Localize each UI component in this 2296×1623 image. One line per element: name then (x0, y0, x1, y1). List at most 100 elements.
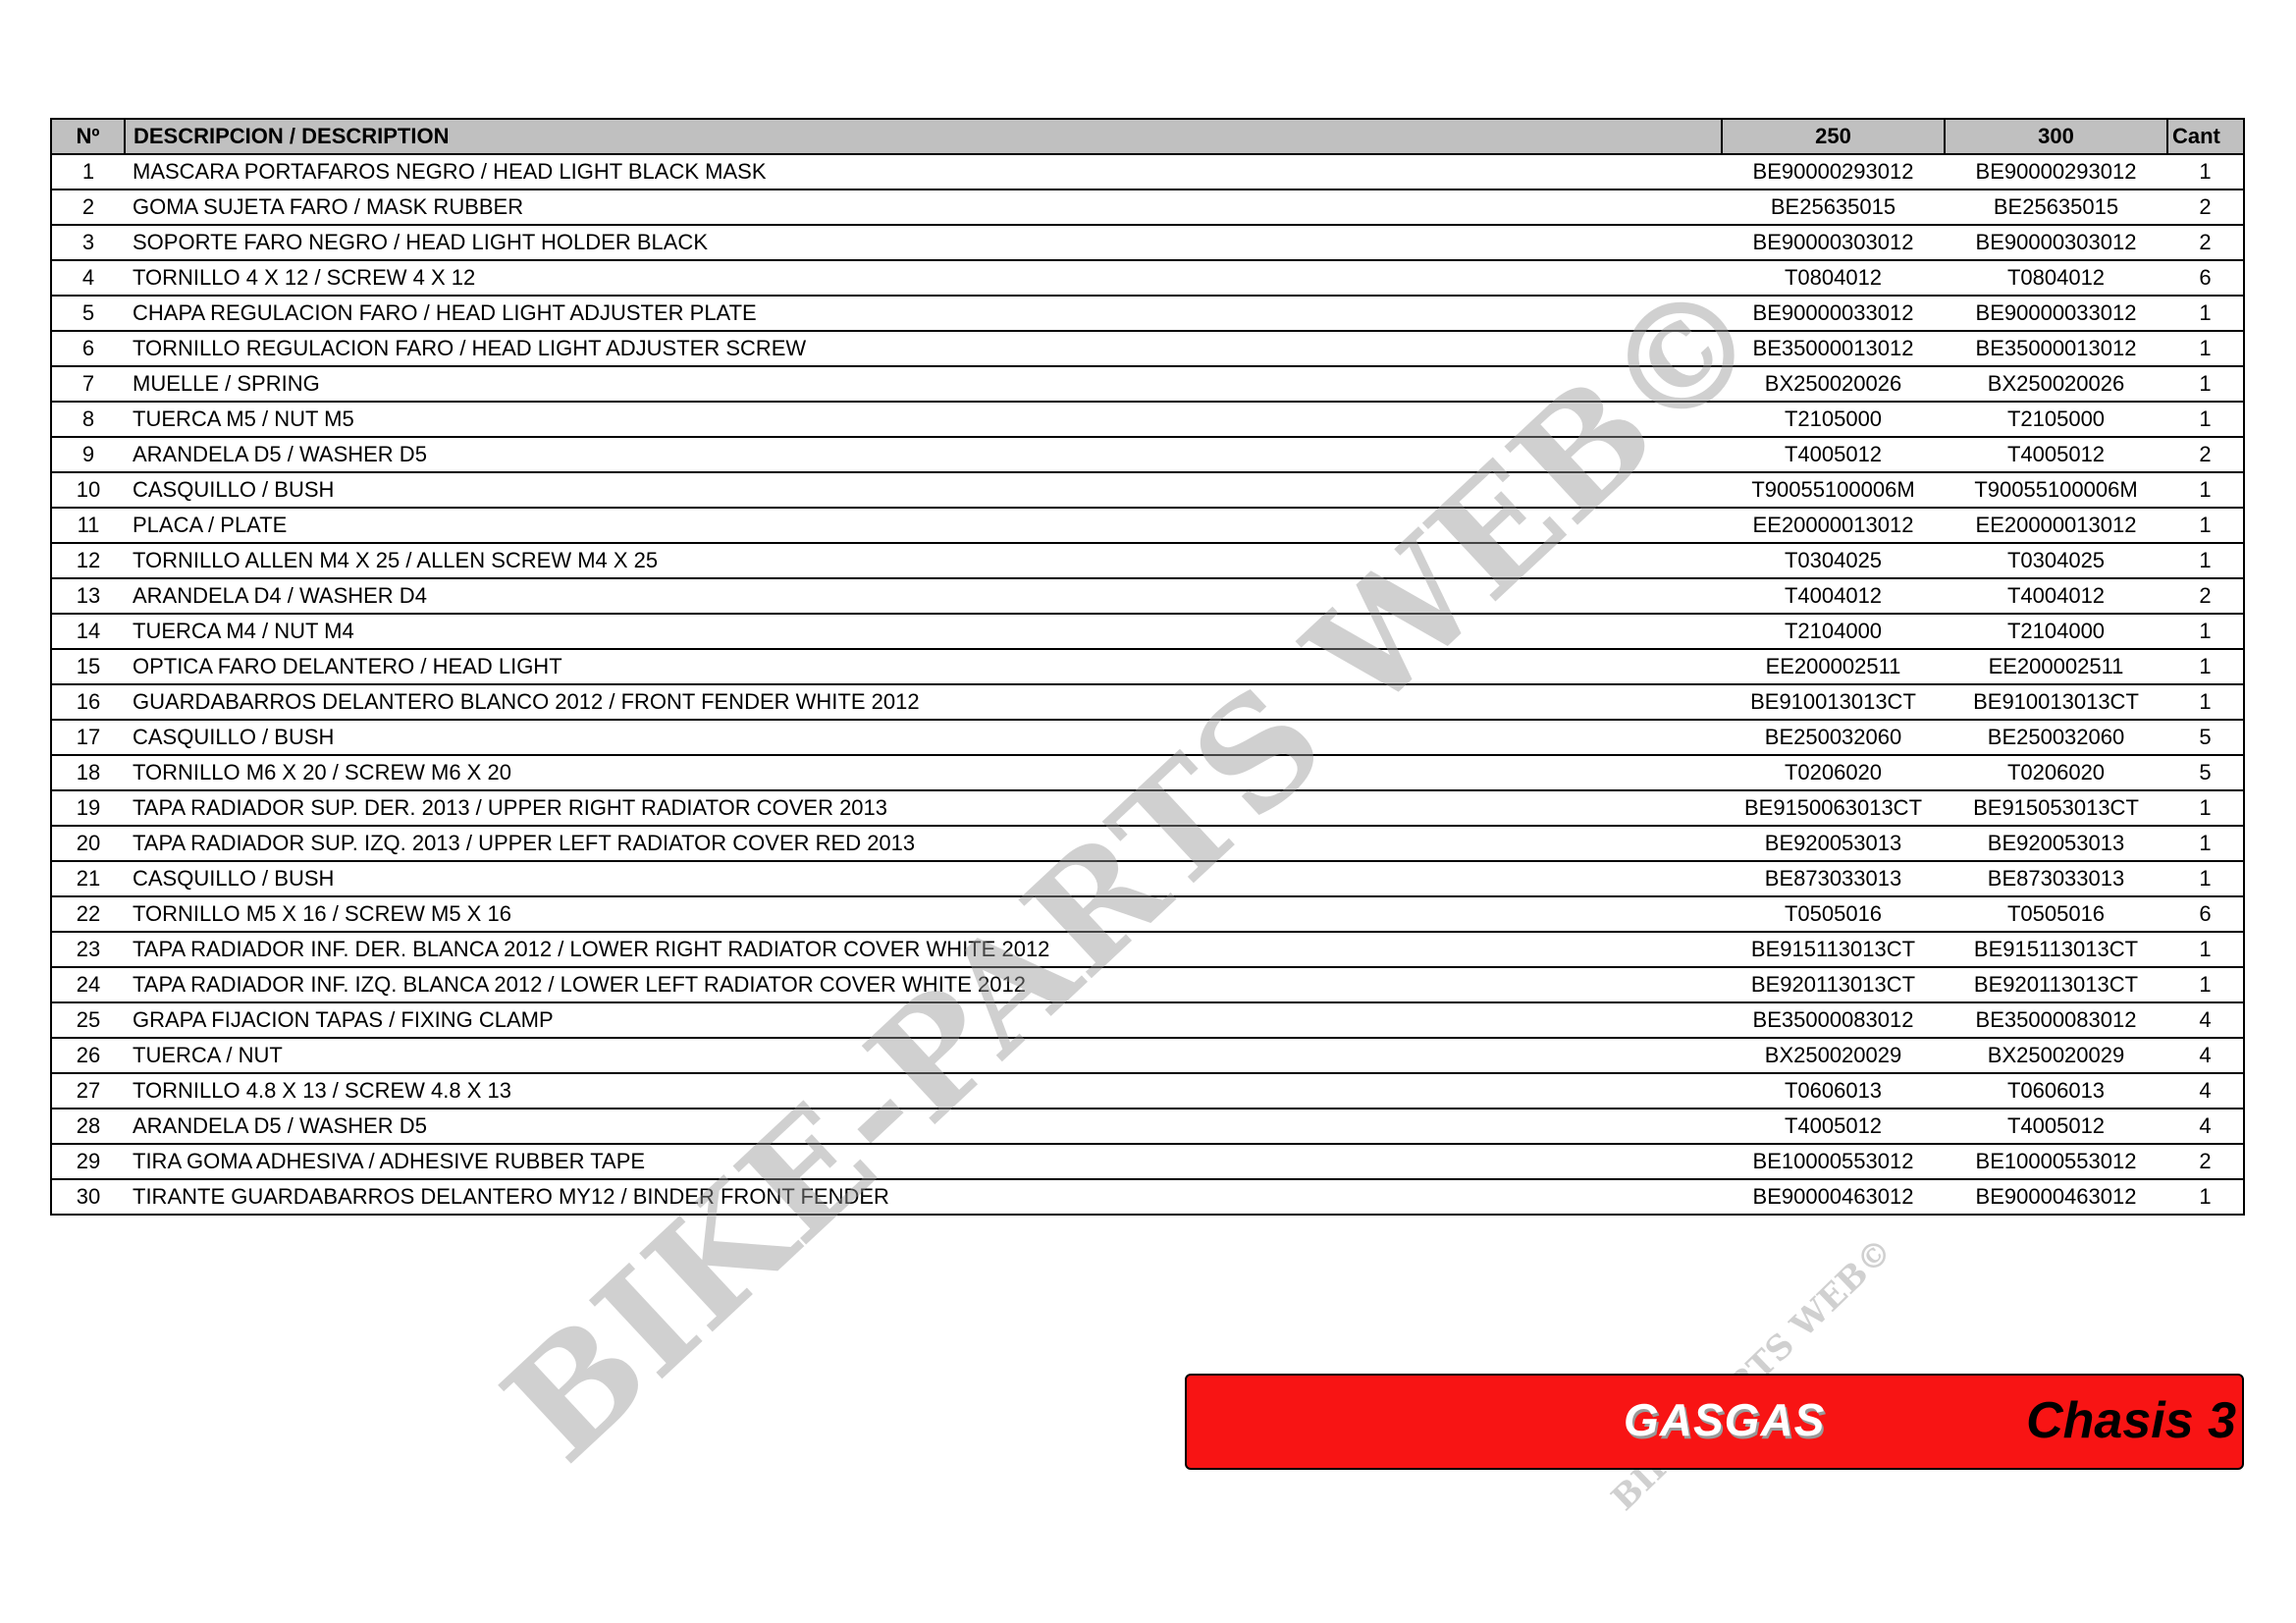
table-row: 21 CASQUILLO / BUSH BE873033013 BE873033013… (50, 861, 2245, 897)
row-code-250: T2105000 (1722, 402, 1945, 438)
row-number: 15 (50, 649, 125, 685)
row-description: TUERCA M5 / NUT M5 (125, 402, 1722, 438)
table-row: 29 TIRA GOMA ADHESIVA / ADHESIVE RUBBER T… (50, 1144, 2245, 1180)
row-number: 27 (50, 1073, 125, 1109)
table-row: 11 PLACA / PLATE EE20000013012 EE2000001301… (50, 508, 2245, 544)
row-code-250: BE873033013 (1722, 861, 1945, 897)
row-quantity: 4 (2167, 1109, 2245, 1145)
row-quantity: 1 (2167, 472, 2245, 509)
row-quantity: 1 (2167, 967, 2245, 1003)
row-description: OPTICA FARO DELANTERO / HEAD LIGHT (125, 649, 1722, 685)
row-description: TAPA RADIADOR INF. IZQ. BLANCA 2012 / LO… (125, 967, 1722, 1003)
row-description: TIRA GOMA ADHESIVA / ADHESIVE RUBBER TAP… (125, 1144, 1722, 1180)
row-number: 5 (50, 296, 125, 332)
header-number: Nº (50, 118, 126, 155)
row-number: 4 (50, 260, 125, 297)
row-code-250: T90055100006M (1722, 472, 1945, 509)
row-number: 6 (50, 331, 125, 367)
table-row: 16 GUARDABARROS DELANTERO BLANCO 2012 / F… (50, 684, 2245, 721)
table-row: 22 TORNILLO M5 X 16 / SCREW M5 X 16 T05050… (50, 896, 2245, 933)
row-description: TORNILLO M6 X 20 / SCREW M6 X 20 (125, 755, 1722, 791)
row-number: 1 (50, 154, 125, 190)
row-code-300: BX250020029 (1945, 1038, 2167, 1074)
header-quantity: Cant (2166, 118, 2245, 155)
row-code-300: BE915053013CT (1945, 790, 2167, 827)
table-row: 4 TORNILLO 4 X 12 / SCREW 4 X 12 T0804012 T… (50, 260, 2245, 297)
row-quantity: 1 (2167, 331, 2245, 367)
row-code-250: T4004012 (1722, 578, 1945, 615)
row-quantity: 5 (2167, 755, 2245, 791)
row-quantity: 2 (2167, 189, 2245, 226)
row-code-250: BE35000013012 (1722, 331, 1945, 367)
row-description: TAPA RADIADOR INF. DER. BLANCA 2012 / LO… (125, 932, 1722, 968)
row-number: 24 (50, 967, 125, 1003)
row-quantity: 1 (2167, 296, 2245, 332)
row-description: CASQUILLO / BUSH (125, 472, 1722, 509)
row-description: TORNILLO 4.8 X 13 / SCREW 4.8 X 13 (125, 1073, 1722, 1109)
row-number: 9 (50, 437, 125, 473)
row-code-300: BE90000303012 (1945, 225, 2167, 261)
row-number: 30 (50, 1179, 125, 1216)
table-row: 5 CHAPA REGULACION FARO / HEAD LIGHT ADJU… (50, 296, 2245, 332)
row-number: 26 (50, 1038, 125, 1074)
row-quantity: 1 (2167, 614, 2245, 650)
table-row: 9 ARANDELA D5 / WASHER D5 T4005012 T4005012… (50, 437, 2245, 473)
header-description: DESCRIPCION / DESCRIPTION (124, 118, 1723, 155)
row-description: ARANDELA D5 / WASHER D5 (125, 437, 1722, 473)
row-code-250: BE10000553012 (1722, 1144, 1945, 1180)
row-code-250: T0606013 (1722, 1073, 1945, 1109)
table-row: 26 TUERCA / NUT BX250020029 BX250020029 4 (50, 1038, 2245, 1074)
header-300: 300 (1944, 118, 2168, 155)
row-code-250: BE90000293012 (1722, 154, 1945, 190)
row-number: 18 (50, 755, 125, 791)
row-code-300: T4004012 (1945, 578, 2167, 615)
row-number: 2 (50, 189, 125, 226)
row-code-300: BE873033013 (1945, 861, 2167, 897)
row-number: 21 (50, 861, 125, 897)
row-code-250: BX250020029 (1722, 1038, 1945, 1074)
row-code-250: BE250032060 (1722, 720, 1945, 756)
row-number: 10 (50, 472, 125, 509)
row-description: ARANDELA D4 / WASHER D4 (125, 578, 1722, 615)
table-row: 24 TAPA RADIADOR INF. IZQ. BLANCA 2012 / … (50, 967, 2245, 1003)
row-description: GOMA SUJETA FARO / MASK RUBBER (125, 189, 1722, 226)
row-quantity: 6 (2167, 260, 2245, 297)
row-code-250: T2104000 (1722, 614, 1945, 650)
table-row: 13 ARANDELA D4 / WASHER D4 T4004012 T400401… (50, 578, 2245, 615)
row-code-300: T0804012 (1945, 260, 2167, 297)
row-quantity: 2 (2167, 578, 2245, 615)
row-number: 19 (50, 790, 125, 827)
row-code-250: T0804012 (1722, 260, 1945, 297)
row-quantity: 6 (2167, 896, 2245, 933)
row-description: TIRANTE GUARDABARROS DELANTERO MY12 / BI… (125, 1179, 1722, 1216)
row-code-300: T0304025 (1945, 543, 2167, 579)
row-number: 13 (50, 578, 125, 615)
table-row: 28 ARANDELA D5 / WASHER D5 T4005012 T400501… (50, 1109, 2245, 1145)
table-row: 18 TORNILLO M6 X 20 / SCREW M6 X 20 T02060… (50, 755, 2245, 791)
row-number: 29 (50, 1144, 125, 1180)
table-row: 10 CASQUILLO / BUSH T90055100006M T90055100… (50, 472, 2245, 509)
row-number: 28 (50, 1109, 125, 1145)
table-row: 25 GRAPA FIJACION TAPAS / FIXING CLAMP BE3… (50, 1002, 2245, 1039)
row-code-300: BE920113013CT (1945, 967, 2167, 1003)
row-description: TUERCA M4 / NUT M4 (125, 614, 1722, 650)
row-code-300: T0606013 (1945, 1073, 2167, 1109)
row-number: 14 (50, 614, 125, 650)
row-quantity: 4 (2167, 1038, 2245, 1074)
row-code-300: BE10000553012 (1945, 1144, 2167, 1180)
table-header-row: Nº DESCRIPCION / DESCRIPTION 250 300 Can… (50, 118, 2245, 155)
row-description: TUERCA / NUT (125, 1038, 1722, 1074)
table-row: 30 TIRANTE GUARDABARROS DELANTERO MY12 / … (50, 1179, 2245, 1216)
row-code-300: T2105000 (1945, 402, 2167, 438)
row-code-250: T0505016 (1722, 896, 1945, 933)
row-number: 22 (50, 896, 125, 933)
table-row: 15 OPTICA FARO DELANTERO / HEAD LIGHT EE20… (50, 649, 2245, 685)
row-code-250: T4005012 (1722, 1109, 1945, 1145)
row-number: 12 (50, 543, 125, 579)
table-row: 19 TAPA RADIADOR SUP. DER. 2013 / UPPER R… (50, 790, 2245, 827)
row-code-300: T0206020 (1945, 755, 2167, 791)
row-quantity: 4 (2167, 1073, 2245, 1109)
row-description: ARANDELA D5 / WASHER D5 (125, 1109, 1722, 1145)
row-quantity: 1 (2167, 649, 2245, 685)
row-description: MASCARA PORTAFAROS NEGRO / HEAD LIGHT BL… (125, 154, 1722, 190)
